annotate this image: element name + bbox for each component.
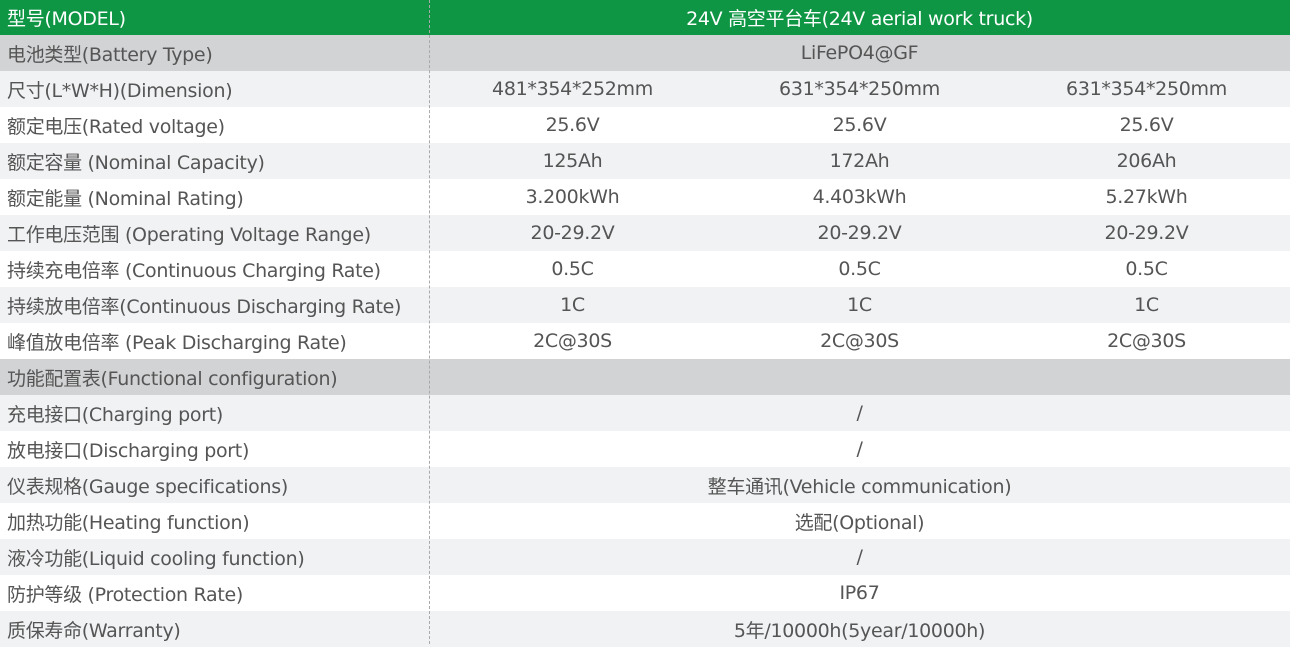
- table-row: 持续放电倍率(Continuous Discharging Rate) 1C 1C 1…: [0, 287, 1290, 323]
- row-value: 25.6V: [545, 114, 600, 136]
- row-value: IP67: [839, 582, 880, 604]
- row-value: 481*354*252mm: [492, 78, 653, 100]
- row-value: 20-29.2V: [530, 222, 615, 244]
- row-value: 2C@30S: [533, 330, 612, 352]
- row-label: 电池类型(Battery Type): [7, 43, 213, 66]
- row-label: 峰值放电倍率 (Peak Discharging Rate): [7, 331, 347, 354]
- row-value: 20-29.2V: [817, 222, 902, 244]
- row-label: 额定容量 (Nominal Capacity): [7, 151, 265, 174]
- section-header-row: 功能配置表(Functional configuration): [0, 359, 1290, 395]
- row-value: 25.6V: [1119, 114, 1174, 136]
- row-label: 额定能量 (Nominal Rating): [7, 187, 244, 210]
- table-row: 峰值放电倍率 (Peak Discharging Rate) 2C@30S 2C@3…: [0, 323, 1290, 359]
- row-label: 质保寿命(Warranty): [7, 619, 181, 642]
- table-row: 额定电压(Rated voltage) 25.6V 25.6V 25.6V: [0, 107, 1290, 143]
- row-value: 125Ah: [542, 150, 603, 172]
- row-value: 整车通讯(Vehicle communication): [707, 475, 1012, 498]
- row-label: 仪表规格(Gauge specifications): [7, 475, 288, 498]
- row-value: 25.6V: [832, 114, 887, 136]
- table-row: 防护等级 (Protection Rate) IP67: [0, 575, 1290, 611]
- row-label: 持续放电倍率(Continuous Discharging Rate): [7, 295, 402, 318]
- table-row: 额定能量 (Nominal Rating) 3.200kWh 4.403kWh 5.2…: [0, 179, 1290, 215]
- column-divider: [429, 0, 430, 644]
- table-row: 加热功能(Heating function) 选配(Optional): [0, 503, 1290, 539]
- row-label: 尺寸(L*W*H)(Dimension): [7, 79, 233, 102]
- table-row: 质保寿命(Warranty) 5年/10000h(5year/10000h): [0, 611, 1290, 647]
- row-value: 2C@30S: [820, 330, 899, 352]
- row-value: LiFePO4@GF: [800, 42, 919, 64]
- table-row: 额定容量 (Nominal Capacity) 125Ah 172Ah 206Ah: [0, 143, 1290, 179]
- row-value: /: [856, 438, 863, 460]
- table-row: 液冷功能(Liquid cooling function) /: [0, 539, 1290, 575]
- row-value: 4.403kWh: [812, 186, 907, 208]
- row-value: 1C: [560, 294, 585, 316]
- row-value: 0.5C: [1125, 258, 1168, 280]
- row-label: 工作电压范围 (Operating Voltage Range): [7, 223, 371, 246]
- header-value: 24V 高空平台车(24V aerial work truck): [686, 8, 1033, 30]
- row-label: 防护等级 (Protection Rate): [7, 583, 243, 606]
- table-row: 充电接口(Charging port) /: [0, 395, 1290, 431]
- table-row: 电池类型(Battery Type) LiFePO4@GF: [0, 35, 1290, 71]
- row-label: 功能配置表(Functional configuration): [7, 367, 338, 390]
- row-value: 0.5C: [551, 258, 594, 280]
- row-value: /: [856, 546, 863, 568]
- row-label: 加热功能(Heating function): [7, 511, 250, 534]
- row-value: 206Ah: [1116, 150, 1177, 172]
- row-value: 172Ah: [829, 150, 890, 172]
- row-value: 3.200kWh: [525, 186, 620, 208]
- row-value: 1C: [1134, 294, 1159, 316]
- row-label: 额定电压(Rated voltage): [7, 115, 225, 138]
- row-value: 0.5C: [838, 258, 881, 280]
- row-value: 2C@30S: [1107, 330, 1186, 352]
- row-label: 持续充电倍率 (Continuous Charging Rate): [7, 259, 381, 282]
- row-value: 5.27kWh: [1105, 186, 1188, 208]
- row-value: /: [856, 402, 863, 424]
- row-label: 充电接口(Charging port): [7, 403, 223, 426]
- table-row: 放电接口(Discharging port) /: [0, 431, 1290, 467]
- header-row: 型号(MODEL) 24V 高空平台车(24V aerial work truc…: [0, 0, 1290, 35]
- header-label: 型号(MODEL): [7, 8, 126, 30]
- row-value: 631*354*250mm: [1066, 78, 1227, 100]
- row-value: 1C: [847, 294, 872, 316]
- table-row: 尺寸(L*W*H)(Dimension) 481*354*252mm 631*354…: [0, 71, 1290, 107]
- row-value: 5年/10000h(5year/10000h): [733, 619, 986, 642]
- table-row: 持续充电倍率 (Continuous Charging Rate) 0.5C 0.5…: [0, 251, 1290, 287]
- row-label: 液冷功能(Liquid cooling function): [7, 547, 305, 570]
- row-value: 20-29.2V: [1104, 222, 1189, 244]
- row-value: 选配(Optional): [794, 511, 925, 534]
- row-value: 631*354*250mm: [779, 78, 940, 100]
- row-label: 放电接口(Discharging port): [7, 439, 250, 462]
- table-row: 仪表规格(Gauge specifications) 整车通讯(Vehicle c…: [0, 467, 1290, 503]
- table-row: 工作电压范围 (Operating Voltage Range) 20-29.2V…: [0, 215, 1290, 251]
